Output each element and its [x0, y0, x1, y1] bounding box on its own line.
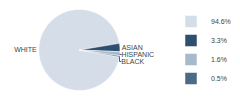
svg-text:BLACK: BLACK: [121, 58, 144, 65]
svg-text:3.3%: 3.3%: [211, 37, 227, 44]
svg-text:HISPANIC: HISPANIC: [122, 51, 155, 58]
svg-text:94.6%: 94.6%: [211, 18, 231, 25]
svg-text:WHITE: WHITE: [14, 46, 37, 53]
svg-text:ASIAN: ASIAN: [122, 44, 143, 51]
svg-text:1.6%: 1.6%: [211, 56, 227, 63]
svg-text:0.5%: 0.5%: [211, 75, 227, 82]
